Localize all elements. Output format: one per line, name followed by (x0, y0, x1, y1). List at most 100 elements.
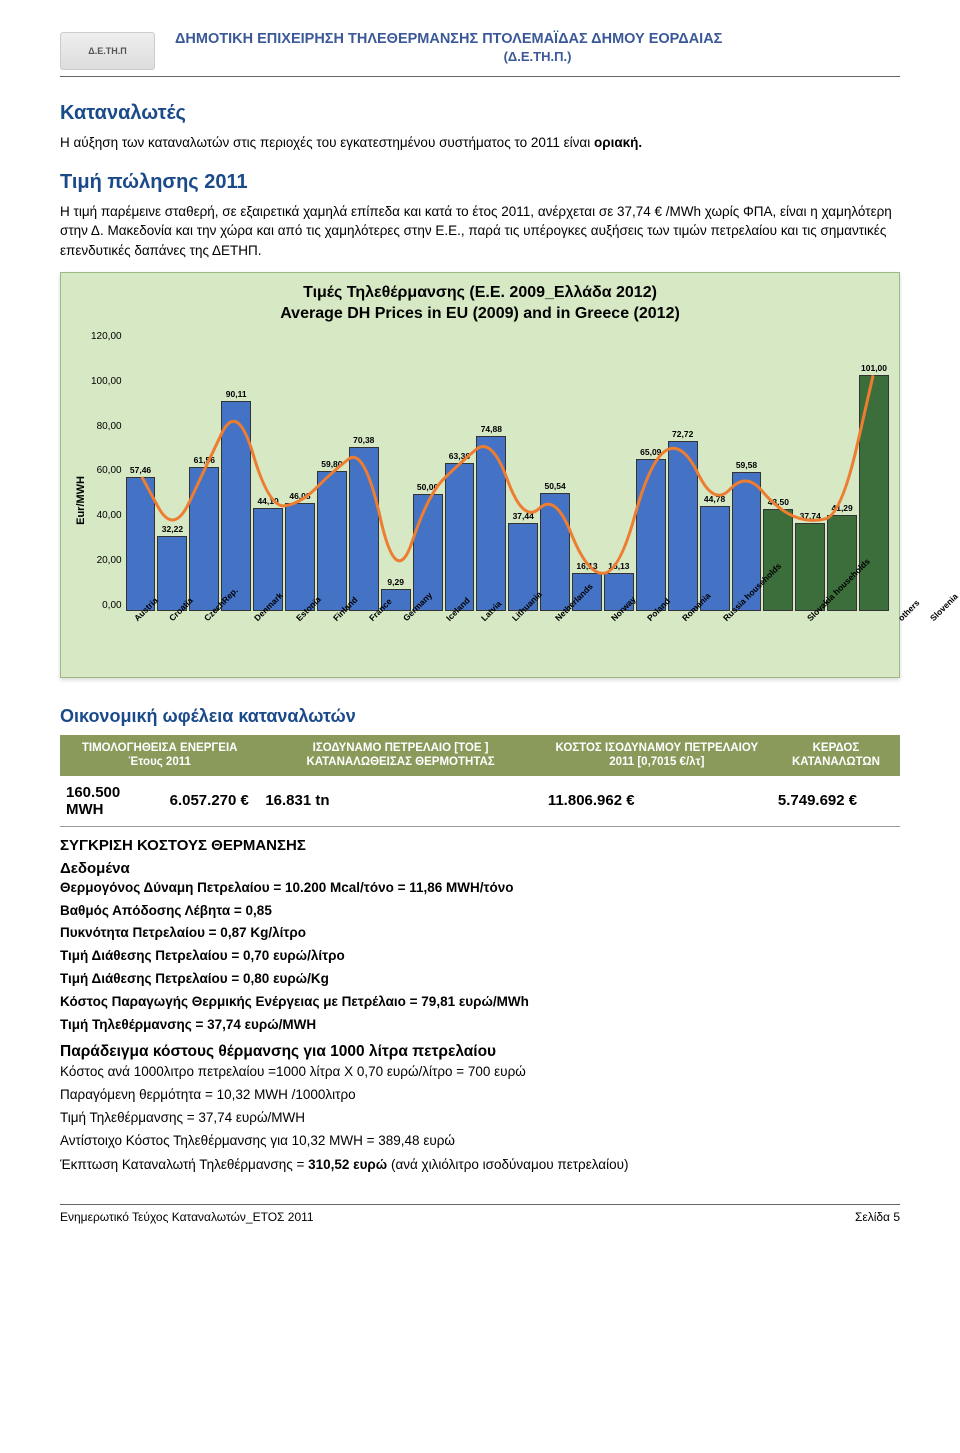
footer-left: Ενημερωτικό Τεύχος Καταναλωτών_ΕΤΟΣ 2011 (60, 1210, 314, 1224)
cell-oil-cost: 11.806.962 € (542, 776, 772, 827)
ytick-label: 0,00 (102, 600, 121, 611)
example-line: Τιμή Τηλεθέρμανσης = 37,74 ευρώ/MWH (60, 1107, 900, 1130)
example-lines-block: Κόστος ανά 1000λιτρο πετρελαίου =1000 λί… (60, 1061, 900, 1153)
consumers-text: Η αύξηση των καταναλωτών στις περιοχές τ… (60, 135, 594, 150)
consumers-paragraph: Η αύξηση των καταναλωτών στις περιοχές τ… (60, 133, 900, 153)
bar (221, 401, 251, 611)
xaxis-label: Slovenia (928, 591, 960, 623)
bar (668, 441, 698, 611)
bar-value-label: 37,74 (800, 511, 821, 521)
discount-label: Έκπτωση Καταναλωτή Τηλεθέρμανσης = (60, 1157, 308, 1172)
bar-value-label: 41,29 (831, 503, 852, 513)
ytick-label: 40,00 (97, 510, 122, 521)
example-line: Αντίστοιχο Κόστος Τηλεθέρμανσης για 10,3… (60, 1130, 900, 1153)
data-line: Τιμή Τηλεθέρμανσης = 37,74 ευρώ/MWH (60, 1014, 900, 1037)
bar (285, 503, 315, 611)
page-header: Δ.Ε.ΤΗ.Π ΔΗΜΟΤΙΚΗ ΕΠΙΧΕΙΡΗΣΗ ΤΗΛΕΘΕΡΜΑΝΣ… (60, 30, 900, 77)
bar (126, 477, 156, 611)
bar (349, 447, 379, 611)
bar-value-label: 44,78 (704, 494, 725, 504)
bar-value-label: 46,08 (289, 491, 310, 501)
discount-tail: (ανά χιλιόλιτρο ισοδύναμου πετρελαίου) (391, 1157, 629, 1172)
data-line: Πυκνότητα Πετρελαίου = 0,87 Kg/λίτρο (60, 922, 900, 945)
bar (317, 471, 347, 611)
example-line: Κόστος ανά 1000λιτρο πετρελαίου =1000 λί… (60, 1061, 900, 1084)
ytick-label: 60,00 (97, 465, 122, 476)
bar-value-label: 65,09 (640, 447, 661, 457)
ytick-label: 20,00 (97, 555, 122, 566)
bar-value-label: 16,13 (576, 561, 597, 571)
bar-value-label: 16,13 (608, 561, 629, 571)
chart-ylabel: Eur/MWH (71, 472, 91, 529)
price-chart: Τιμές Τηλεθέρμανσης (Ε.Ε. 2009_Ελλάδα 20… (60, 272, 900, 678)
page-footer: Ενημερωτικό Τεύχος Καταναλωτών_ΕΤΟΣ 2011… (60, 1204, 900, 1224)
bar-column: 61,56 (189, 467, 219, 611)
bar-column: 74,88 (476, 436, 506, 611)
example-heading: Παράδειγμα κόστους θέρμανσης για 1000 λί… (60, 1043, 900, 1061)
bar-column: 37,74 (795, 523, 825, 611)
bar-value-label: 101,00 (861, 363, 887, 373)
bar-value-label: 59,80 (321, 459, 342, 469)
discount-value: 310,52 ευρώ (308, 1157, 391, 1172)
bar-value-label: 32,22 (162, 524, 183, 534)
chart-plot: 57,4632,2261,5690,1144,1046,0859,8070,38… (126, 331, 889, 671)
price-heading: Τιμή πώλησης 2011 (60, 171, 900, 194)
bar-value-label: 44,10 (257, 496, 278, 506)
data-lines-block: Θερμογόνος Δύναμη Πετρελαίου = 10.200 Mc… (60, 877, 900, 1038)
bar-value-label: 63,36 (449, 451, 470, 461)
bar-value-label: 57,46 (130, 465, 151, 475)
bar-value-label: 59,58 (736, 460, 757, 470)
bar-column: 72,72 (668, 441, 698, 611)
org-abbr: (Δ.Ε.ΤΗ.Π.) (175, 49, 900, 64)
cell-energy: 160.500 MWH (60, 776, 164, 827)
bar (795, 523, 825, 611)
consumers-bold: οριακή. (594, 135, 642, 150)
table-header-1: ΤΙΜΟΛΟΓΗΘΕΙΣΑ ΕΝΕΡΓΕΙΑ Έτους 2011 (60, 735, 259, 776)
discount-line: Έκπτωση Καταναλωτή Τηλεθέρμανσης = 310,5… (60, 1155, 900, 1175)
bar-value-label: 9,29 (387, 577, 404, 587)
benefit-heading: Οικονομική ωφέλεια καταναλωτών (60, 706, 900, 727)
chart-yticks: 120,00100,0080,0060,0040,0020,000,00 (91, 331, 126, 611)
bar-column: 63,36 (445, 463, 475, 611)
ytick-label: 100,00 (91, 376, 122, 387)
chart-title-line2: Average DH Prices in EU (2009) and in Gr… (71, 304, 889, 325)
bar-column: 59,80 (317, 471, 347, 611)
bar-column: 70,38 (349, 447, 379, 611)
data-line: Βαθμός Απόδοσης Λέβητα = 0,85 (60, 900, 900, 923)
data-subheading: Δεδομένα (60, 860, 900, 877)
cell-energy-cost: 6.057.270 € (164, 776, 260, 827)
consumers-heading: Καταναλωτές (60, 102, 900, 125)
chart-plot-area: Eur/MWH 120,00100,0080,0060,0040,0020,00… (71, 331, 889, 671)
table-header-3: ΚΟΣΤΟΣ ΙΣΟΔΥΝΑΜΟΥ ΠΕΤΡΕΛΑΙΟΥ 2011 [0,701… (542, 735, 772, 776)
bar (445, 463, 475, 611)
bar-column: 57,46 (126, 477, 156, 611)
bar-column: 90,11 (221, 401, 251, 611)
bar (636, 459, 666, 611)
bar-column: 65,09 (636, 459, 666, 611)
footer-right: Σελίδα 5 (855, 1210, 900, 1224)
comparison-heading: ΣΥΓΚΡΙΣΗ ΚΟΣΤΟΥΣ ΘΕΡΜΑΝΣΗΣ (60, 837, 900, 854)
org-name: ΔΗΜΟΤΙΚΗ ΕΠΙΧΕΙΡΗΣΗ ΤΗΛΕΘΕΡΜΑΝΣΗΣ ΠΤΟΛΕΜ… (175, 30, 900, 49)
cell-profit: 5.749.692 € (772, 776, 900, 827)
ytick-label: 120,00 (91, 331, 122, 342)
bar (476, 436, 506, 611)
bar-column: 101,00 (859, 375, 889, 611)
benefit-table: ΤΙΜΟΛΟΓΗΘΕΙΣΑ ΕΝΕΡΓΕΙΑ Έτους 2011 ΙΣΟΔΥΝ… (60, 735, 900, 827)
company-logo: Δ.Ε.ΤΗ.Π (60, 32, 155, 70)
chart-title-line1: Τιμές Τηλεθέρμανσης (Ε.Ε. 2009_Ελλάδα 20… (71, 283, 889, 304)
bar-value-label: 72,72 (672, 429, 693, 439)
bar-value-label: 90,11 (226, 389, 247, 399)
bar-column: 43,50 (763, 509, 793, 611)
bar-column: 50,54 (540, 493, 570, 611)
bar-value-label: 70,38 (353, 435, 374, 445)
table-row: 160.500 MWH 6.057.270 € 16.831 tn 11.806… (60, 776, 900, 827)
bar-value-label: 50,00 (417, 482, 438, 492)
table-header-4: ΚΕΡΔΟΣ ΚΑΤΑΝΑΛΩΤΩΝ (772, 735, 900, 776)
bar (189, 467, 219, 611)
data-line: Τιμή Διάθεσης Πετρελαίου = 0,80 ευρώ/Kg (60, 968, 900, 991)
table-header-2: ΙΣΟΔΥΝΑΜΟ ΠΕΤΡΕΛΑΙΟ [TOE ] ΚΑΤΑΝΑΛΩΘΕΙΣΑ… (259, 735, 542, 776)
bar (859, 375, 889, 611)
data-line: Θερμογόνος Δύναμη Πετρελαίου = 10.200 Mc… (60, 877, 900, 900)
chart-title: Τιμές Τηλεθέρμανσης (Ε.Ε. 2009_Ελλάδα 20… (71, 283, 889, 325)
bar-column: 46,08 (285, 503, 315, 611)
